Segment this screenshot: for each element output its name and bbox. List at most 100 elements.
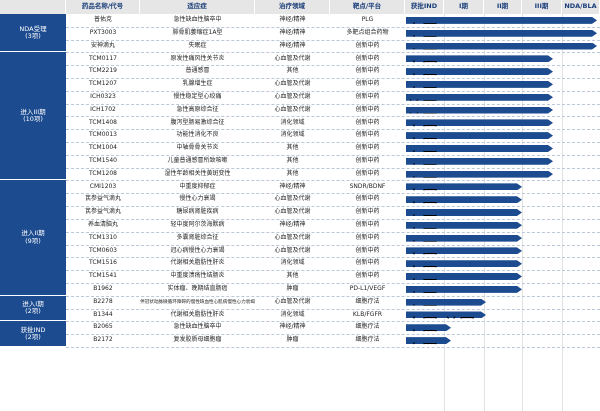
- row-cell: 创新中药: [355, 246, 380, 254]
- region-label: 美国: [406, 107, 438, 131]
- row-separator: [66, 257, 600, 259]
- row-cell: KLB/FGFR: [352, 310, 383, 318]
- region-label: 中国: [406, 209, 438, 233]
- row-cell: 神经/精神: [279, 220, 306, 228]
- row-cell: 轻中度阿尔茨海默病: [170, 220, 225, 228]
- progress-bar: 中国,美国: [406, 324, 451, 331]
- progress-bar: 中国: [406, 247, 522, 254]
- row-cell: B1962: [93, 285, 113, 293]
- region-label: 中国: [406, 183, 438, 207]
- row-cell: 腓骨肌萎缩症1A型: [172, 28, 223, 36]
- row-separator: [66, 270, 600, 272]
- row-cell: 细胞疗法: [355, 336, 380, 344]
- row-separator: [66, 167, 600, 169]
- row-cell: 湿性年龄相关性黄斑变性: [164, 169, 231, 177]
- row-cell: 细胞疗法: [355, 297, 380, 305]
- group-label: 进入II期: [21, 229, 45, 238]
- region-label: 中国: [406, 341, 439, 361]
- progress-bar: 美国: [406, 107, 553, 114]
- row-separator: [66, 39, 600, 41]
- row-separator: [66, 26, 600, 28]
- region-label: 中国: [406, 158, 438, 182]
- row-separator: [66, 295, 600, 297]
- row-cell: TCM0117: [89, 54, 117, 62]
- row-cell: 实体瘤、晚期结直肠癌: [167, 285, 228, 293]
- row-cell: TCM1540: [89, 156, 117, 164]
- region-label: 中国: [406, 171, 438, 195]
- row-cell: 创新中药: [355, 156, 380, 164]
- progress-bar: 中国,美国: [406, 311, 486, 318]
- group-label: NDA受理: [19, 24, 47, 33]
- row-cell: 普佑克: [93, 16, 112, 24]
- row-cell: 肿瘤: [286, 336, 299, 344]
- progress-bar: 中国: [406, 183, 522, 190]
- group-count: (10项): [23, 114, 43, 123]
- row-cell: TCM1208: [89, 169, 117, 177]
- header-cell: 药品名称/代号: [66, 0, 140, 14]
- row-cell: TCM1004: [89, 144, 117, 152]
- progress-bar: 中国: [406, 43, 597, 50]
- row-cell: TCM2219: [89, 67, 117, 75]
- row-cell: 创新中药: [355, 54, 380, 62]
- header-cell: III期: [522, 0, 562, 14]
- region-label: 中国: [406, 273, 438, 297]
- row-cell: 其他: [286, 169, 299, 177]
- region-label: 中国: [406, 299, 438, 323]
- row-cell: 中重度抑郁症: [179, 182, 216, 190]
- row-cell: 普通感冒: [185, 67, 210, 75]
- row-cell: SNDR/BDNF: [349, 182, 386, 190]
- region-label: 中国: [406, 68, 438, 92]
- row-cell: 儿童普通感冒所致咳嗽: [167, 156, 228, 164]
- progress-bar: 中国: [406, 222, 522, 229]
- group-label: 进入III期: [20, 107, 46, 116]
- row-cell: 养血清脑丸: [87, 220, 118, 228]
- region-label: 中国: [406, 235, 438, 259]
- group-cell: 进入I期 (2项): [0, 295, 66, 322]
- row-cell: 神经/精神: [279, 16, 306, 24]
- region-label: 中国: [406, 196, 438, 220]
- progress-bar: 中国: [406, 196, 522, 203]
- row-cell: PXT3003: [89, 28, 117, 36]
- row-cell: 急性缺血性脑卒中: [173, 16, 222, 24]
- region-label: 中国: [406, 119, 438, 143]
- row-separator: [66, 231, 600, 233]
- row-cell: 创新中药: [355, 169, 380, 177]
- group-cell: 进入II期 (9项): [0, 180, 66, 296]
- region-label: 中国: [406, 132, 438, 156]
- progress-bar: 中国: [406, 299, 486, 306]
- row-cell: 复发胶质母细胞瘤: [173, 336, 222, 344]
- progress-bar: 中国: [406, 260, 522, 267]
- region-label: 中国: [406, 260, 438, 284]
- grid-line: [562, 14, 563, 411]
- row-cell: 创新中药: [355, 92, 380, 100]
- progress-bar: 中国: [406, 209, 522, 216]
- row-cell: 心血管及代谢: [274, 92, 311, 100]
- row-cell: 其他: [286, 67, 299, 75]
- row-cell: B2278: [93, 297, 113, 305]
- row-cell: 神经/精神: [279, 182, 306, 190]
- row-cell: 心血管及代谢: [274, 54, 311, 62]
- region-label: 中国: [406, 81, 438, 105]
- row-cell: 神经/精神: [279, 28, 306, 36]
- row-cell: 肿瘤: [286, 285, 299, 293]
- region-label: 中国: [406, 286, 438, 310]
- row-separator: [66, 180, 600, 182]
- row-cell: 功能性消化不良: [176, 131, 219, 139]
- row-cell: TCM1207: [89, 80, 117, 88]
- header-cell: I期: [444, 0, 484, 14]
- header-cell: 适应症: [140, 0, 255, 14]
- progress-bar: 中国: [406, 337, 451, 344]
- row-cell: 心血管及代谢: [274, 297, 311, 305]
- row-separator: [66, 334, 600, 336]
- row-cell: 中轴骨骨关节炎: [176, 144, 219, 152]
- group-label: 获批IND: [20, 325, 46, 334]
- row-separator: [66, 346, 600, 348]
- row-cell: 细胞疗法: [355, 323, 380, 331]
- row-cell: 创新中药: [355, 144, 380, 152]
- row-cell: 消化领域: [280, 259, 305, 267]
- row-cell: 创新中药: [355, 118, 380, 126]
- region-label: 中国: [406, 247, 438, 271]
- progress-bar: 中国: [406, 68, 553, 75]
- progress-bar: 美国: [406, 94, 553, 101]
- row-cell: 消化领域: [280, 118, 305, 126]
